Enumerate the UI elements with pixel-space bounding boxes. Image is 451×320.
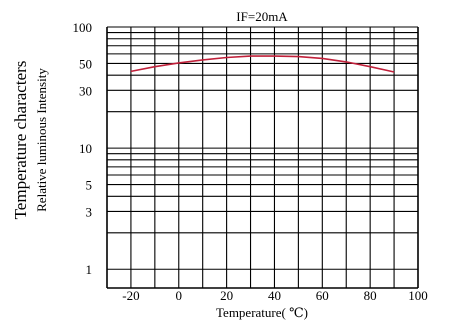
chart-title: IF=20mA (236, 9, 288, 24)
x-tick-label: -20 (122, 288, 139, 303)
y-tick-label: 30 (79, 83, 92, 98)
x-tick-label: 80 (364, 288, 377, 303)
chart-tick-labels: -20 0 20 40 60 80 100 1 3 5 10 30 50 100 (73, 20, 428, 303)
x-tick-label: 0 (176, 288, 183, 303)
series-line-0 (130, 55, 395, 73)
y-tick-label: 5 (86, 178, 93, 193)
chart-series (130, 55, 395, 73)
x-tick-label: 20 (220, 288, 233, 303)
x-tick-label: 100 (408, 288, 428, 303)
y-tick-label: 50 (79, 56, 92, 71)
y-tick-label: 1 (86, 262, 93, 277)
y-axis-sub-label: Relative luminous Intensity (34, 68, 49, 212)
y-tick-label: 10 (79, 141, 92, 156)
y-axis-label: Temperature characters (11, 61, 30, 220)
x-axis-label: Temperature( ℃) (216, 305, 308, 320)
chart-grid (106, 26, 419, 289)
y-tick-label: 3 (86, 204, 93, 219)
y-tick-label: 100 (73, 20, 93, 35)
x-tick-label: 40 (268, 288, 281, 303)
x-tick-label: 60 (316, 288, 329, 303)
